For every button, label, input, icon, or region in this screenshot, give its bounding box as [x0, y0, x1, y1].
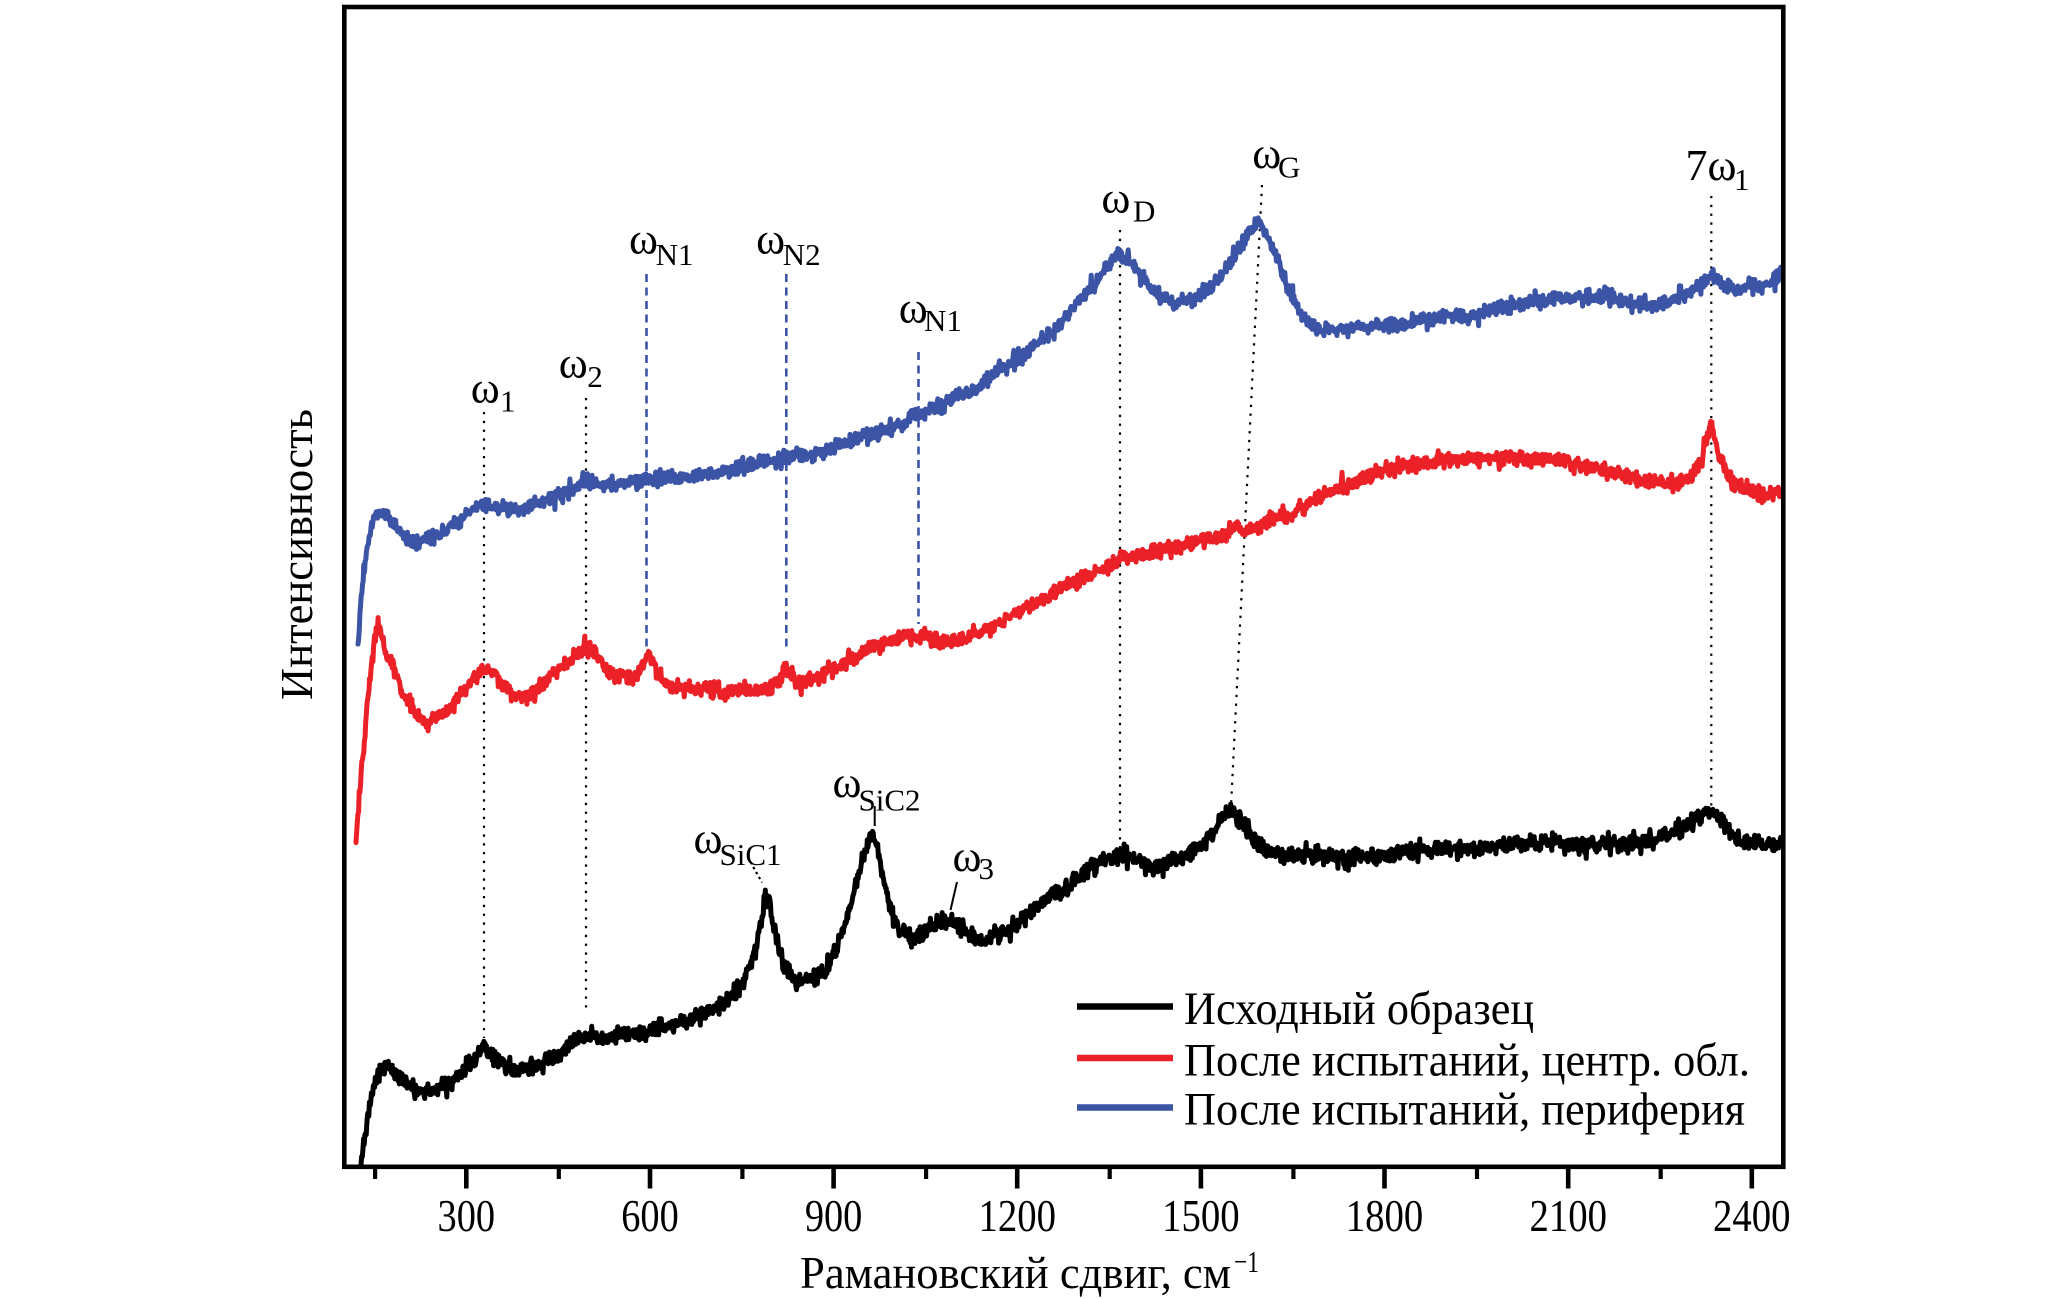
svg-text:1800: 1800	[1346, 1190, 1424, 1241]
svg-text:1200: 1200	[978, 1190, 1056, 1241]
svg-text:2100: 2100	[1529, 1190, 1607, 1241]
svg-text:ω: ω	[1101, 174, 1130, 223]
svg-text:−1: −1	[1234, 1244, 1259, 1279]
svg-text:G: G	[1278, 150, 1300, 185]
svg-text:ω: ω	[629, 215, 658, 264]
svg-text:1: 1	[1734, 162, 1750, 197]
svg-text:600: 600	[621, 1190, 679, 1241]
svg-text:ω: ω	[899, 284, 928, 333]
svg-text:N2: N2	[783, 237, 821, 272]
svg-text:300: 300	[438, 1190, 496, 1241]
svg-text:ω: ω	[1252, 129, 1281, 178]
svg-text:2: 2	[587, 359, 603, 394]
svg-text:N1: N1	[924, 303, 962, 338]
svg-text:900: 900	[805, 1190, 863, 1241]
svg-text:2400: 2400	[1713, 1190, 1791, 1241]
svg-text:ω: ω	[953, 832, 982, 881]
svg-text:SiC1: SiC1	[720, 837, 782, 872]
svg-text:3: 3	[979, 851, 995, 886]
svg-text:После испытаний, периферия: После испытаний, периферия	[1184, 1084, 1745, 1136]
svg-text:ω: ω	[471, 364, 500, 413]
svg-text:После испытаний, центр. обл.: После испытаний, центр. обл.	[1184, 1035, 1750, 1087]
svg-text:SiC2: SiC2	[859, 783, 921, 818]
svg-text:Интенсивность: Интенсивность	[271, 409, 322, 700]
svg-text:D: D	[1133, 194, 1155, 229]
svg-text:7ω: 7ω	[1686, 141, 1737, 190]
svg-text:Исходный образец: Исходный образец	[1184, 983, 1534, 1035]
svg-text:N1: N1	[656, 237, 694, 272]
svg-text:ω: ω	[833, 758, 862, 807]
svg-text:ω: ω	[559, 338, 588, 387]
svg-text:ω: ω	[756, 215, 785, 264]
svg-text:Рамановский сдвиг, см: Рамановский сдвиг, см	[800, 1247, 1231, 1298]
svg-text:1500: 1500	[1162, 1190, 1240, 1241]
svg-text:ω: ω	[694, 814, 723, 863]
svg-text:1: 1	[500, 384, 516, 419]
